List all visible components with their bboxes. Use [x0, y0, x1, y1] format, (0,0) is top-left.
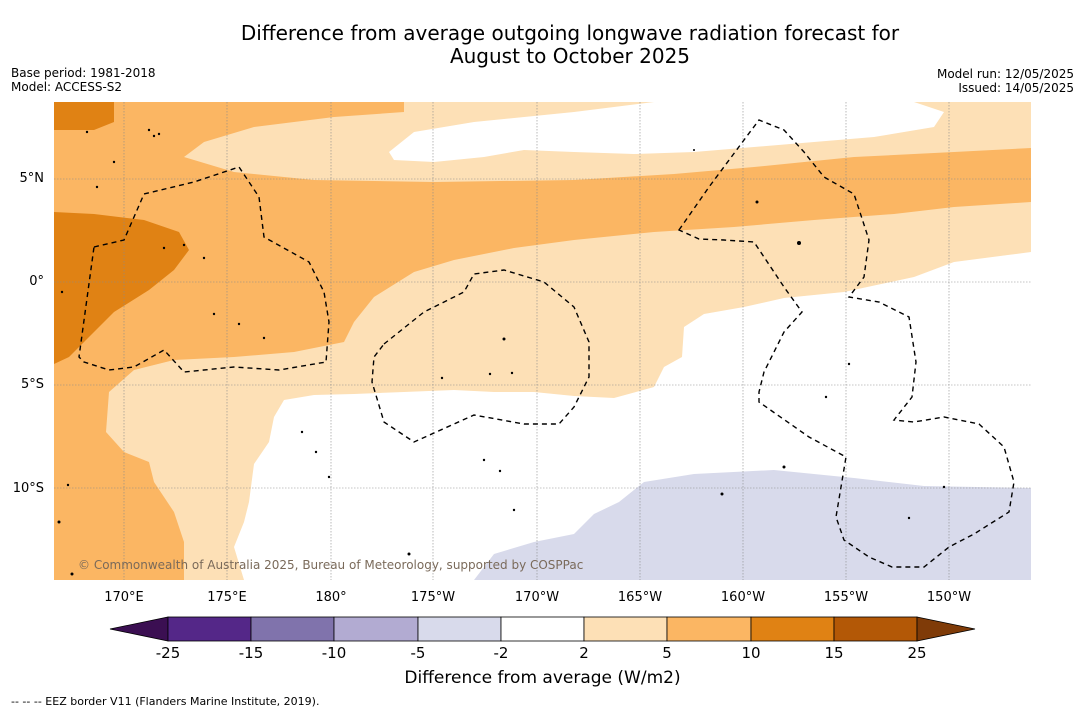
colorbar-label: Difference from average (W/m2) [404, 668, 681, 688]
colorbar-bin-6 [583, 616, 668, 642]
colorbar-tick: 10 [741, 644, 761, 662]
colorbar-tick: 25 [907, 644, 927, 662]
colorbar-tick: 5 [662, 644, 672, 662]
forecast-map [54, 102, 1031, 580]
lon-label-180: 180° [315, 590, 347, 605]
lon-label-170w: 170°W [514, 590, 560, 605]
colorbar-bin-4 [417, 616, 502, 642]
region-10-to-15-northwest [54, 102, 114, 130]
lon-label-175w: 175°W [410, 590, 456, 605]
model-run: Model run: 12/05/2025 [936, 67, 1074, 81]
title-line-2: August to October 2025 [449, 44, 691, 68]
meta-left: Base period: 1981-2018 Model: ACCESS-S2 [11, 66, 156, 94]
colorbar-bin-3 [333, 616, 419, 642]
eez-center [371, 269, 590, 443]
eez-borders [78, 119, 1015, 568]
colorbar-tick: 2 [579, 644, 589, 662]
eez-east [677, 119, 1015, 568]
colorbar-tick: -10 [321, 644, 347, 662]
lon-label-175e: 175°E [207, 590, 247, 605]
colorbar-tick: -25 [155, 644, 181, 662]
lon-label-165w: 165°W [617, 590, 663, 605]
title-line-1: Difference from average outgoing longwav… [240, 21, 900, 45]
lon-label-170e: 170°E [104, 590, 144, 605]
chart-title: Difference from average outgoing longwav… [0, 22, 1085, 68]
meta-right: Model run: 12/05/2025 Issued: 14/05/2025 [937, 67, 1074, 95]
colorbar-extend-high [916, 616, 976, 642]
islands [57, 128, 946, 576]
map-svg [54, 102, 1031, 580]
lon-label-150w: 150°W [926, 590, 972, 605]
eez-footnote: -- -- -- EEZ border V11 (Flanders Marine… [11, 695, 320, 708]
colorbar-bin-2 [250, 616, 335, 642]
graticule [54, 102, 1031, 580]
colorbar-tick: -5 [410, 644, 426, 662]
colorbar-bin-1 [167, 616, 252, 642]
model-name: Model: ACCESS-S2 [11, 80, 123, 94]
region-5-to-10 [54, 102, 1031, 580]
neutral-notch [389, 102, 944, 162]
colorbar-bin-7 [666, 616, 752, 642]
lat-label-0: 0° [29, 274, 44, 289]
base-period: Base period: 1981-2018 [11, 66, 156, 80]
lon-label-155w: 155°W [823, 590, 869, 605]
eez-west [78, 166, 330, 373]
colorbar-tick: 15 [824, 644, 844, 662]
colorbar-tick: -2 [493, 644, 509, 662]
issued-date: Issued: 14/05/2025 [958, 81, 1074, 95]
copyright-note: © Commonwealth of Australia 2025, Bureau… [78, 558, 584, 572]
colorbar [109, 616, 976, 642]
region-10-to-15-west [54, 212, 189, 364]
colorbar-extend-low [109, 616, 169, 642]
colorbar-bin-5 [500, 616, 585, 642]
lat-label-5n: 5°N [19, 171, 45, 186]
lat-label-5s: 5°S [20, 377, 44, 392]
colorbar-bin-8 [750, 616, 835, 642]
region-minus-5-to-minus-2 [474, 470, 1031, 580]
lat-label-10s: 10°S [12, 481, 44, 496]
lon-label-160w: 160°W [720, 590, 766, 605]
colorbar-tick: -15 [238, 644, 264, 662]
colorbar-bin-9 [833, 616, 918, 642]
